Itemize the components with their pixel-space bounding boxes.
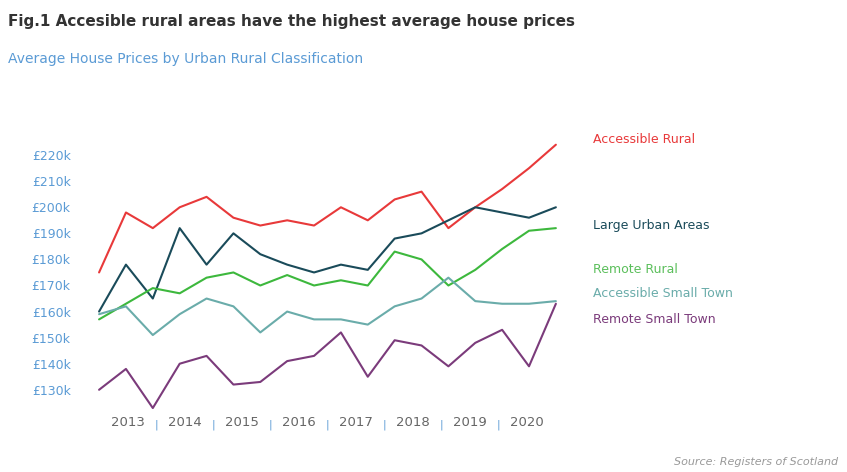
Text: Remote Rural: Remote Rural [593,263,678,276]
Text: |: | [212,420,215,430]
Text: |: | [383,420,386,430]
Text: |: | [325,420,329,430]
Text: |: | [497,420,501,430]
Text: Source: Registers of Scotland: Source: Registers of Scotland [674,457,839,467]
Text: |: | [440,420,444,430]
Text: Accessible Small Town: Accessible Small Town [593,287,733,300]
Text: |: | [154,420,158,430]
Text: Average House Prices by Urban Rural Classification: Average House Prices by Urban Rural Clas… [8,52,363,66]
Text: Remote Small Town: Remote Small Town [593,313,716,326]
Text: Accessible Rural: Accessible Rural [593,133,695,146]
Text: Large Urban Areas: Large Urban Areas [593,219,710,232]
Text: |: | [268,420,272,430]
Text: Fig.1 Accesible rural areas have the highest average house prices: Fig.1 Accesible rural areas have the hig… [8,14,575,29]
